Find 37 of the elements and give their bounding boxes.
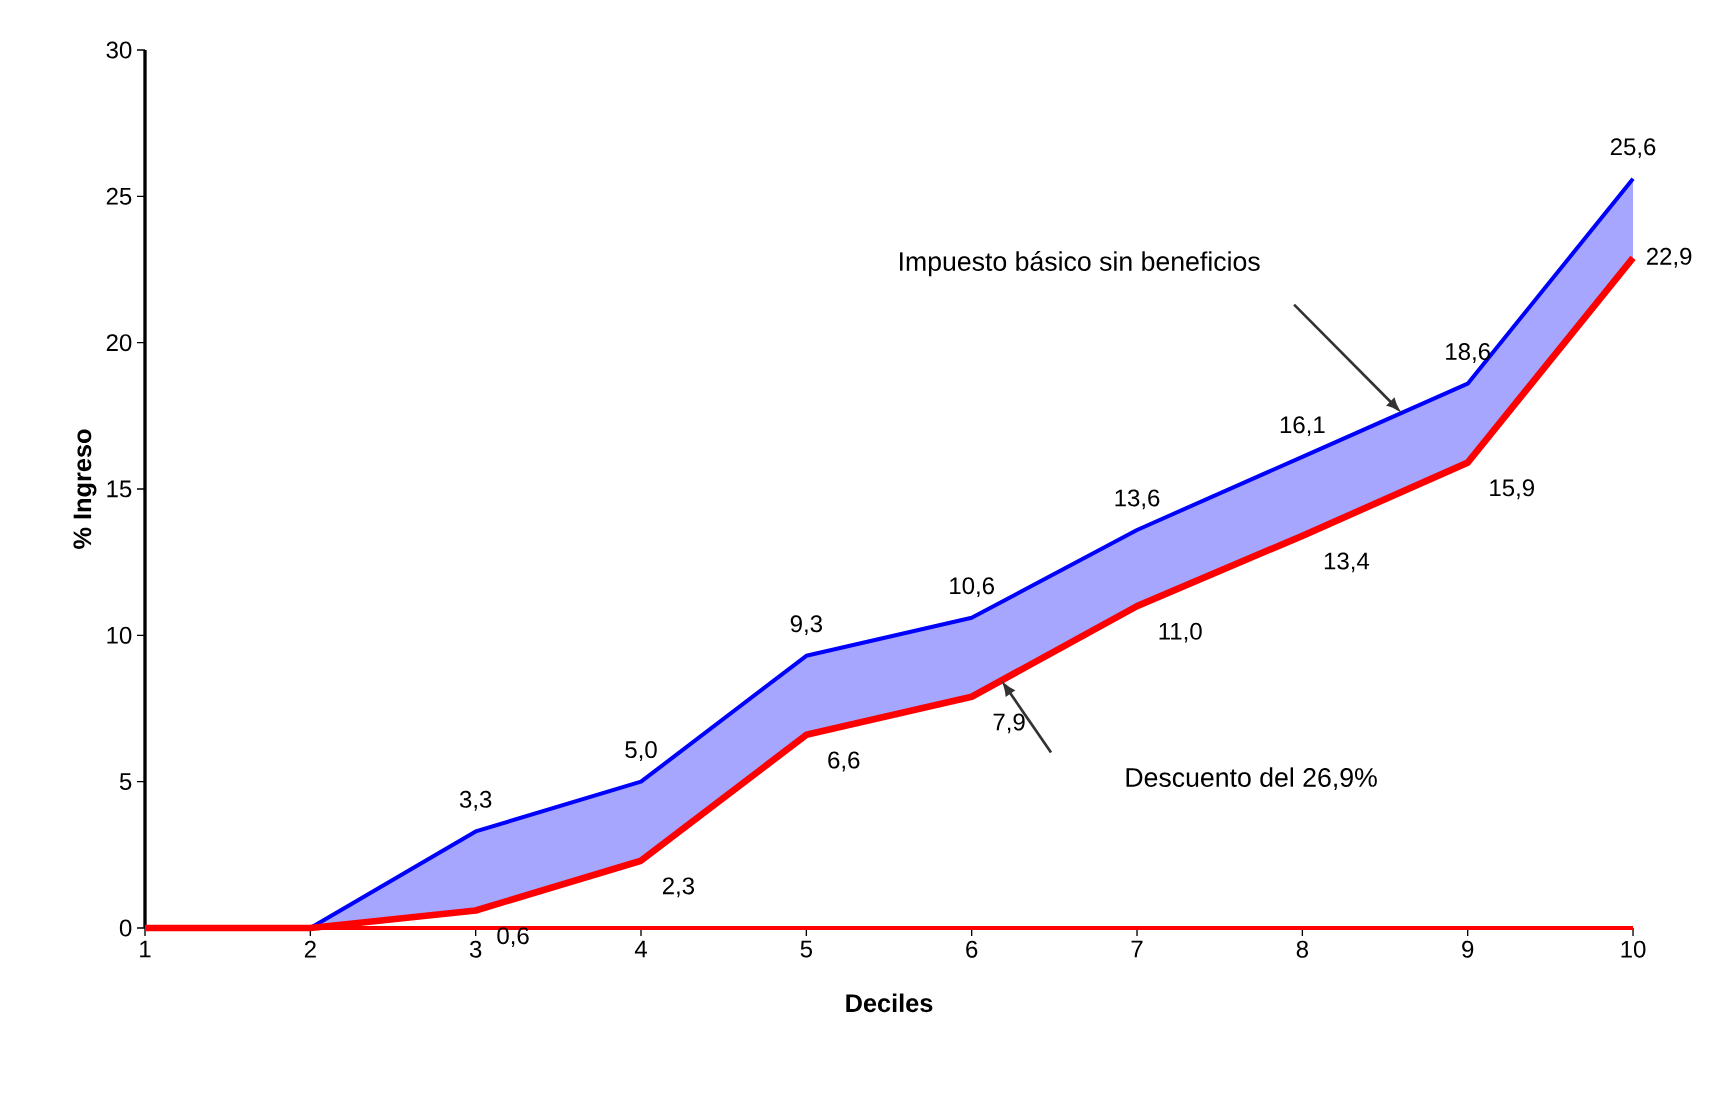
data-label: 15,9 bbox=[1490, 479, 1534, 500]
y-tick-label: 0 bbox=[119, 919, 132, 937]
data-label: 18,6 bbox=[1446, 343, 1490, 363]
y-tick-label: 5 bbox=[119, 773, 132, 791]
x-tick-label: 2 bbox=[304, 940, 316, 958]
data-label: 3,3 bbox=[459, 790, 492, 811]
x-tick-label: 5 bbox=[800, 940, 813, 958]
x-tick-label: 7 bbox=[1131, 940, 1143, 958]
y-axis-title: % Ingreso bbox=[73, 429, 97, 549]
data-label: 9,3 bbox=[790, 615, 822, 636]
data-label: 13,6 bbox=[1115, 489, 1160, 510]
x-tick-label: 1 bbox=[140, 940, 151, 958]
x-tick-label: 3 bbox=[469, 940, 482, 958]
data-label: 22,9 bbox=[1646, 247, 1692, 268]
data-label: 25,6 bbox=[1610, 138, 1656, 159]
data-label: 7,9 bbox=[993, 713, 1025, 734]
y-tick-label: 25 bbox=[106, 187, 132, 205]
x-tick-label: 6 bbox=[966, 940, 978, 958]
data-label: 13,4 bbox=[1324, 552, 1370, 573]
data-label: 2,3 bbox=[662, 877, 695, 898]
x-tick-label: 10 bbox=[1621, 940, 1646, 958]
data-label: 16,1 bbox=[1280, 416, 1325, 437]
data-label: 5,0 bbox=[625, 741, 657, 761]
x-tick-label: 9 bbox=[1462, 940, 1474, 958]
annotation: Descuento del 26,9% bbox=[1126, 767, 1377, 791]
y-tick-label: 20 bbox=[106, 334, 132, 352]
y-tick-label: 10 bbox=[107, 626, 132, 644]
data-label: 6,6 bbox=[828, 751, 860, 772]
y-tick-label: 15 bbox=[107, 480, 132, 498]
y-tick-label: 30 bbox=[106, 41, 132, 59]
data-label: 0,6 bbox=[497, 927, 529, 947]
x-tick-label: 8 bbox=[1296, 940, 1308, 958]
annotation: Impuesto básico sin beneficios bbox=[900, 251, 1260, 277]
data-label: 11,0 bbox=[1159, 622, 1202, 643]
x-tick-label: 4 bbox=[634, 940, 647, 958]
x-axis-title: Deciles bbox=[846, 993, 933, 1013]
data-label: 10,6 bbox=[950, 577, 994, 598]
